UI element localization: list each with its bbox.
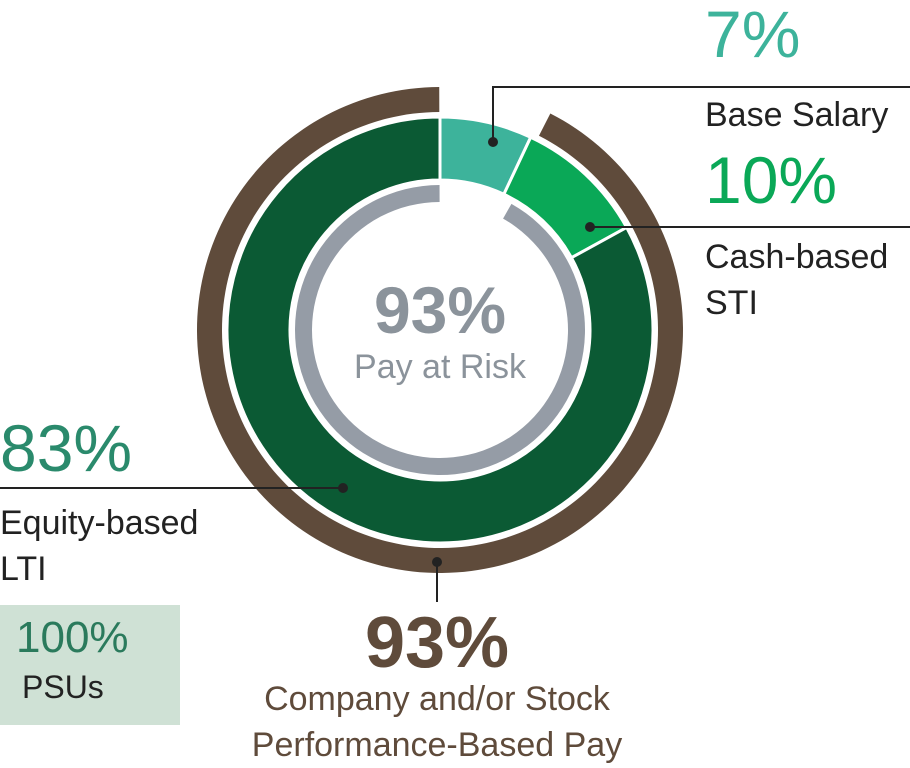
- psu-value: 100%: [16, 613, 129, 662]
- performance-value: 93%: [364, 603, 510, 683]
- category-label: Cash-based STI: [705, 238, 889, 322]
- leader-dot: [432, 557, 442, 567]
- value-label: 83%: [0, 411, 133, 485]
- performance-label: Performance-Based Pay: [251, 726, 623, 764]
- leader-line: [492, 86, 910, 142]
- category-label: Equity-based LTI: [0, 504, 199, 588]
- leader-dot: [488, 137, 498, 147]
- center-value: 93%: [373, 273, 507, 347]
- value-label: 10%: [705, 143, 838, 217]
- performance-label: Company and/or Stock: [264, 680, 610, 718]
- psu-box: [0, 605, 180, 725]
- category-label: Base Salary: [705, 96, 889, 134]
- leader-dot: [338, 483, 348, 493]
- value-label: 7%: [705, 0, 801, 71]
- psu-label: PSUs: [22, 669, 104, 705]
- leader-dot: [585, 222, 595, 232]
- center-label: Pay at Risk: [354, 348, 526, 386]
- donut-hole: [290, 180, 590, 480]
